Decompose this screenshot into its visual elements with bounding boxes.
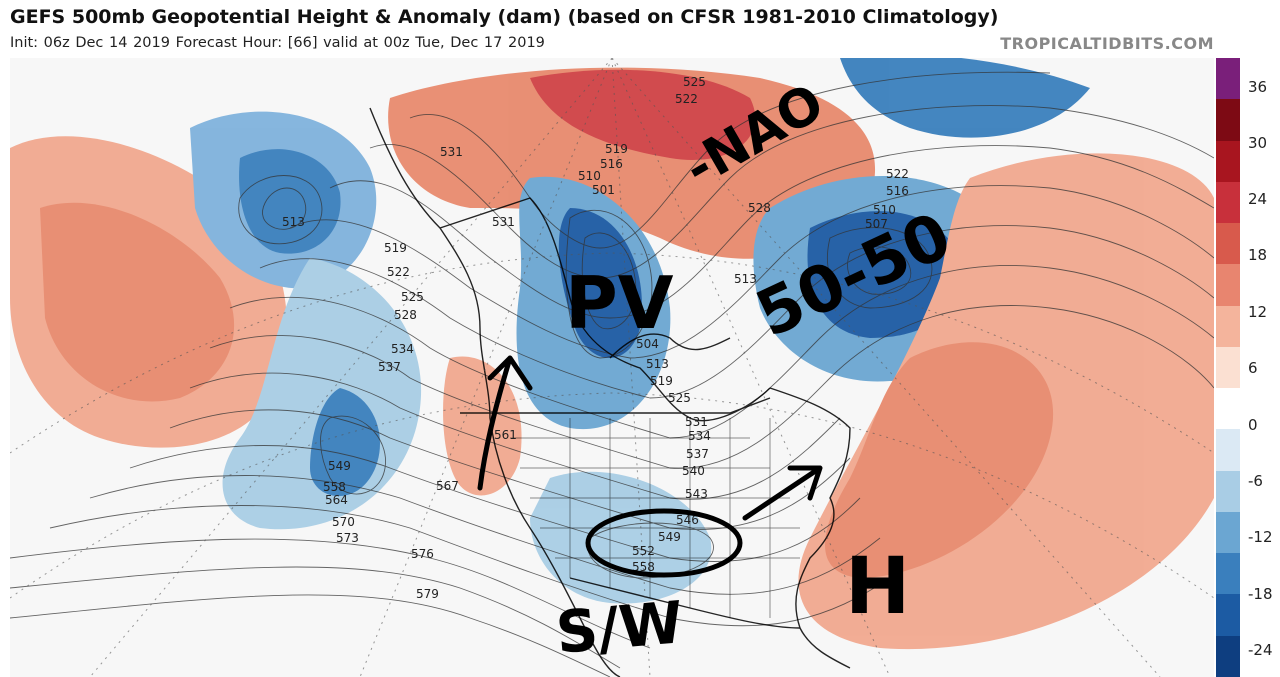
- colorbar-swatch: [1216, 264, 1240, 307]
- colorbar-swatch: [1216, 58, 1240, 100]
- contour-label: 534: [688, 429, 711, 443]
- contour-label: 501: [592, 183, 615, 197]
- contour-label: 576: [411, 547, 434, 561]
- contour-label: 504: [636, 337, 659, 351]
- map-subtitle: Init: 06z Dec 14 2019 Forecast Hour: [66…: [10, 35, 545, 51]
- contour-label: 516: [886, 184, 909, 198]
- contour-labels: 525 522 531 519 516 510 501 531 513 513 …: [282, 75, 909, 601]
- colorbar-swatch: [1216, 429, 1240, 472]
- colorbar-tick-label: 0: [1248, 416, 1258, 434]
- contour-label: 525: [683, 75, 706, 89]
- contour-label: 522: [675, 92, 698, 106]
- contour-label: 546: [676, 513, 699, 527]
- colorbar-swatch: [1216, 140, 1240, 183]
- high-label: H: [845, 542, 910, 632]
- contour-label: 513: [282, 215, 305, 229]
- contour-label: 507: [865, 217, 888, 231]
- contour-label: 525: [668, 391, 691, 405]
- contour-label: 573: [336, 531, 359, 545]
- colorbar-swatch: [1216, 99, 1240, 142]
- contour-label: 531: [492, 215, 515, 229]
- contour-label: 522: [886, 167, 909, 181]
- colorbar-tick-label: 6: [1248, 359, 1258, 377]
- colorbar-tick-label: -24: [1248, 641, 1273, 659]
- pv-label: PV: [565, 261, 674, 345]
- contour-label: 528: [394, 308, 417, 322]
- colorbar-swatch: [1216, 553, 1240, 595]
- contour-label: 531: [685, 415, 708, 429]
- contour-label: 513: [646, 357, 669, 371]
- contour-label: 549: [328, 459, 351, 473]
- contour-label: 567: [436, 479, 459, 493]
- shortwave-circle: [585, 508, 743, 578]
- contour-label: 531: [440, 145, 463, 159]
- contour-label: 558: [632, 560, 655, 574]
- colorbar-swatch: [1216, 511, 1240, 554]
- contour-label: 549: [658, 530, 681, 544]
- contour-label: 516: [600, 157, 623, 171]
- height-contours: [10, 71, 1214, 677]
- graticule: [10, 58, 1214, 677]
- contour-label: 540: [682, 464, 705, 478]
- contour-label: 510: [578, 169, 601, 183]
- colorbar-swatch: [1216, 223, 1240, 265]
- forecast-map: 525 522 531 519 516 510 501 531 513 513 …: [10, 58, 1214, 677]
- colorbar-swatch: [1216, 305, 1240, 348]
- colorbar-swatch: [1216, 594, 1240, 637]
- contour-label: 525: [401, 290, 424, 304]
- arrow-up-west-coast: [477, 355, 533, 491]
- colorbar-swatch: [1216, 470, 1240, 513]
- arrow-northeast: [742, 465, 823, 521]
- colorbar-swatch: [1216, 181, 1240, 224]
- anomaly-shading: [10, 58, 1214, 650]
- contour-label: 552: [632, 544, 655, 558]
- colorbar-tick-label: -12: [1248, 528, 1273, 546]
- contour-label: 513: [734, 272, 757, 286]
- contour-label: 579: [416, 587, 439, 601]
- colorbar-swatch: [1216, 346, 1240, 389]
- colorbar-swatch: [1216, 388, 1240, 430]
- contour-label: 522: [387, 265, 410, 279]
- contour-label: 543: [685, 487, 708, 501]
- negative-anomaly-south-central-us: [530, 471, 712, 604]
- colorbar-tick-label: 24: [1248, 190, 1268, 208]
- contour-label: 537: [378, 360, 401, 374]
- anomaly-colorbar: 36 30 24 18 12 6 0 -6 -12 -18 -24: [1214, 58, 1280, 677]
- contour-label: 561: [494, 428, 517, 442]
- contour-label: 537: [686, 447, 709, 461]
- contour-label: 534: [391, 342, 414, 356]
- contour-label: 564: [325, 493, 348, 507]
- contour-label: 528: [748, 201, 771, 215]
- colorbar-tick-label: 18: [1248, 246, 1268, 264]
- contour-label: 510: [873, 203, 896, 217]
- contour-label: 558: [323, 480, 346, 494]
- colorbar-tick-label: -18: [1248, 585, 1273, 603]
- colorbar-tick-label: 36: [1248, 78, 1268, 96]
- colorbar-tick-label: 30: [1248, 134, 1268, 152]
- site-watermark: TROPICALTIDBITS.COM: [1000, 34, 1214, 53]
- contour-label: 519: [605, 142, 628, 156]
- colorbar-swatch: [1216, 635, 1240, 677]
- hand-annotations: [477, 355, 823, 578]
- contour-label: 570: [332, 515, 355, 529]
- shortwave-label: S/W: [553, 588, 685, 667]
- contour-label: 519: [650, 374, 673, 388]
- contour-label: 519: [384, 241, 407, 255]
- map-title: GEFS 500mb Geopotential Height & Anomaly…: [10, 6, 999, 28]
- colorbar-tick-label: 12: [1248, 303, 1268, 321]
- colorbar-tick-label: -6: [1248, 472, 1263, 490]
